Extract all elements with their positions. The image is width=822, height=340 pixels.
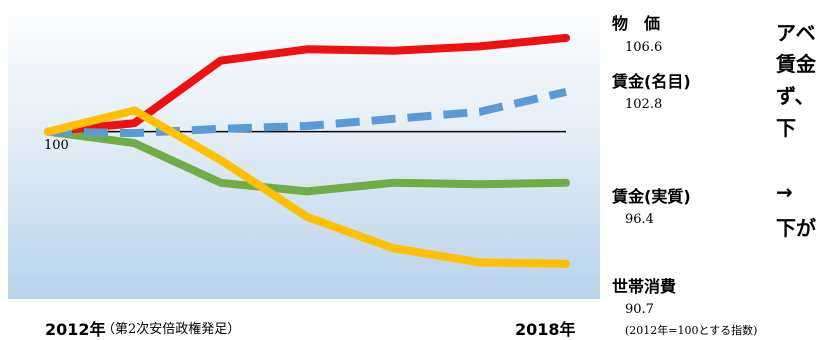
side-text-line-3: ず、 xyxy=(776,84,815,108)
legend-consumption-value: 90.7 xyxy=(625,302,654,317)
legend-nominal-wage-value: 102.8 xyxy=(625,97,663,112)
legend-price-label: 物 価 xyxy=(612,14,661,33)
side-text-line-2: 賃金 xyxy=(776,52,816,76)
legend-nominal-wage-label: 賃金(名目) xyxy=(612,72,691,91)
legend-real-wage-value: 96.4 xyxy=(625,212,654,227)
side-text-line-5: → xyxy=(776,180,793,204)
side-text-line-1: アベ xyxy=(776,21,816,45)
legend-real-wage-label: 賃金(実質) xyxy=(612,187,691,206)
baseline-label: 100 xyxy=(44,138,69,153)
series-lines xyxy=(44,33,570,268)
chart-svg xyxy=(44,33,570,268)
x-start-note: （第2次安倍政権発足） xyxy=(102,322,241,337)
series-line-0 xyxy=(44,33,570,136)
x-start-label: 2012年 xyxy=(45,320,106,339)
legend-price-value: 106.6 xyxy=(625,40,663,55)
series-line-2 xyxy=(44,127,570,196)
side-text-line-6: 下が xyxy=(776,216,816,240)
x-end-label: 2018年 xyxy=(515,320,576,339)
legend-consumption-label: 世帯消費 xyxy=(612,277,677,296)
series-line-1 xyxy=(47,88,567,138)
side-text-line-4: 下 xyxy=(776,116,796,140)
series-line-3 xyxy=(44,106,570,268)
index-note: (2012年=100とする指数) xyxy=(625,324,758,337)
